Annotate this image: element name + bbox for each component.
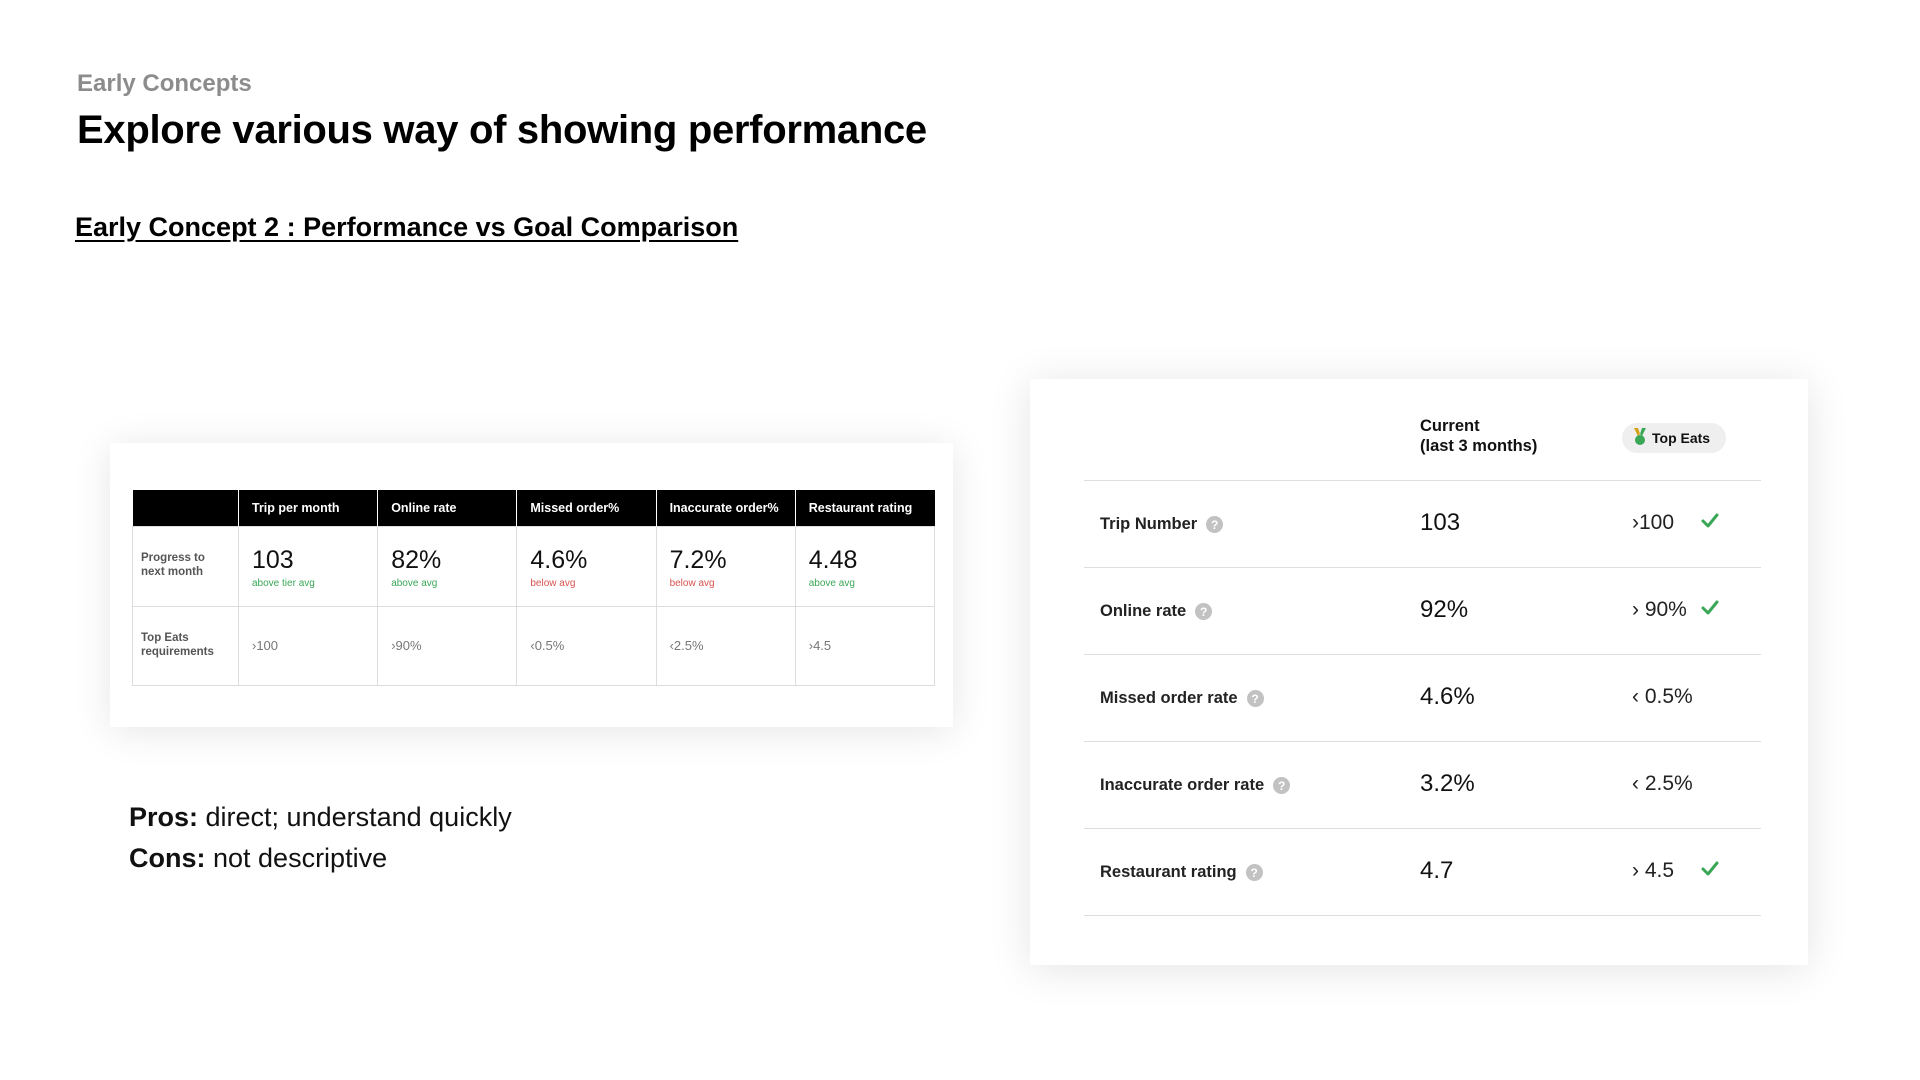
- metric-name: Trip Number: [1100, 515, 1198, 533]
- requirement-cell: ‹2.5%: [655, 605, 796, 686]
- current-value: 92%: [1420, 596, 1469, 623]
- col-inaccurate-order: Inaccurate order%: [656, 490, 796, 526]
- help-icon[interactable]: ?: [1273, 777, 1291, 794]
- col-missed-order: Missed order%: [516, 490, 657, 526]
- metric-name: Restaurant rating: [1100, 863, 1237, 881]
- progress-value: 4.6%: [530, 545, 588, 574]
- current-value: 4.6%: [1420, 683, 1475, 710]
- table-row: Restaurant rating ? 4.7 › 4.5: [1084, 829, 1761, 916]
- table-row: Inaccurate order rate ? 3.2% ‹ 2.5%: [1084, 742, 1761, 829]
- metric-label: Restaurant rating ?: [1100, 863, 1263, 882]
- col-online-rate: Online rate: [377, 490, 518, 526]
- performance-grid: Trip per month Online rate Missed order%…: [132, 490, 936, 686]
- current-value: 4.7: [1420, 857, 1454, 884]
- progress-note: below avg: [669, 578, 715, 590]
- goal-comparison-card: Current (last 3 months) Top Eats Trip Nu…: [1030, 379, 1808, 965]
- metric-label: Inaccurate order rate ?: [1100, 776, 1291, 795]
- page-title: Explore various way of showing performan…: [77, 108, 927, 152]
- pros-line: Pros: direct; understand quickly: [129, 797, 512, 838]
- current-column-header: Current (last 3 months): [1420, 416, 1537, 456]
- progress-note: above avg: [391, 578, 438, 590]
- check-icon: [1701, 861, 1719, 876]
- progress-note: above avg: [808, 578, 855, 590]
- goal-value: ›100: [1632, 511, 1675, 534]
- check-icon: [1701, 600, 1719, 615]
- metric-name: Online rate: [1100, 602, 1187, 620]
- goal-value: ‹ 2.5%: [1632, 772, 1693, 795]
- goal-value: ‹ 0.5%: [1632, 685, 1693, 708]
- progress-value: 82%: [391, 545, 442, 574]
- help-icon[interactable]: ?: [1246, 690, 1264, 707]
- current-header-line2: (last 3 months): [1420, 437, 1538, 455]
- col-restaurant-rating: Restaurant rating: [795, 490, 935, 526]
- progress-cell: 4.48 above avg: [794, 525, 936, 607]
- progress-cell: 4.6% below avg: [516, 525, 657, 607]
- requirement-cell: ›90%: [377, 605, 518, 686]
- eyebrow-label: Early Concepts: [77, 70, 252, 97]
- requirement-cell: ‹0.5%: [516, 605, 657, 686]
- goal-value: › 90%: [1632, 598, 1687, 621]
- progress-row-label: Progress to next month: [132, 525, 239, 607]
- top-eats-label: Top Eats: [1652, 430, 1711, 446]
- check-icon: [1701, 513, 1719, 528]
- current-value: 103: [1420, 509, 1461, 536]
- requirement-cell: ›4.5: [794, 605, 936, 686]
- table-row: Top Eats requirements ›100 ›90% ‹0.5% ‹2…: [132, 605, 936, 686]
- cons-line: Cons: not descriptive: [129, 838, 512, 879]
- metric-name: Inaccurate order rate: [1100, 776, 1265, 794]
- metric-label: Trip Number ?: [1100, 515, 1224, 534]
- progress-note: below avg: [530, 578, 576, 590]
- help-icon[interactable]: ?: [1195, 603, 1213, 620]
- progress-value: 7.2%: [669, 545, 727, 574]
- help-icon[interactable]: ?: [1206, 516, 1224, 533]
- current-value: 3.2%: [1420, 770, 1475, 797]
- pros-cons-notes: Pros: direct; understand quickly Cons: n…: [129, 797, 512, 879]
- progress-cell: 103 above tier avg: [237, 525, 379, 607]
- grid-corner-header: [132, 490, 239, 526]
- progress-value: 103: [252, 545, 294, 574]
- cons-label: Cons:: [129, 843, 206, 873]
- current-header-line1: Current: [1420, 417, 1480, 435]
- progress-cell: 7.2% below avg: [655, 525, 796, 607]
- header-divider: [1084, 480, 1761, 481]
- progress-value: 4.48: [808, 545, 858, 574]
- goal-value: › 4.5: [1632, 859, 1675, 882]
- cons-text: not descriptive: [205, 843, 388, 873]
- pros-label: Pros:: [129, 802, 199, 832]
- metric-name: Missed order rate: [1100, 689, 1238, 707]
- progress-note: above tier avg: [252, 578, 315, 590]
- concept-subtitle: Early Concept 2 : Performance vs Goal Co…: [75, 212, 739, 242]
- table-row: Missed order rate ? 4.6% ‹ 0.5%: [1084, 655, 1761, 742]
- top-eats-badge: Top Eats: [1622, 423, 1726, 453]
- table-row: Online rate ? 92% › 90%: [1084, 568, 1761, 655]
- col-trip-per-month: Trip per month: [238, 490, 379, 526]
- help-icon[interactable]: ?: [1245, 864, 1263, 881]
- requirements-row-label: Top Eats requirements: [132, 605, 239, 686]
- metric-label: Online rate ?: [1100, 602, 1213, 621]
- pros-text: direct; understand quickly: [198, 802, 512, 832]
- requirement-cell: ›100: [237, 605, 379, 686]
- progress-cell: 82% above avg: [377, 525, 518, 607]
- metric-label: Missed order rate ?: [1100, 689, 1264, 708]
- medal-icon: [1633, 427, 1647, 449]
- concept-table-card: Trip per month Online rate Missed order%…: [110, 443, 953, 727]
- table-row: Trip Number ? 103 ›100: [1084, 481, 1761, 568]
- table-row: Progress to next month 103 above tier av…: [132, 525, 936, 607]
- comparison-rows: Trip Number ? 103 ›100 Online rate ? 92%…: [1084, 481, 1761, 916]
